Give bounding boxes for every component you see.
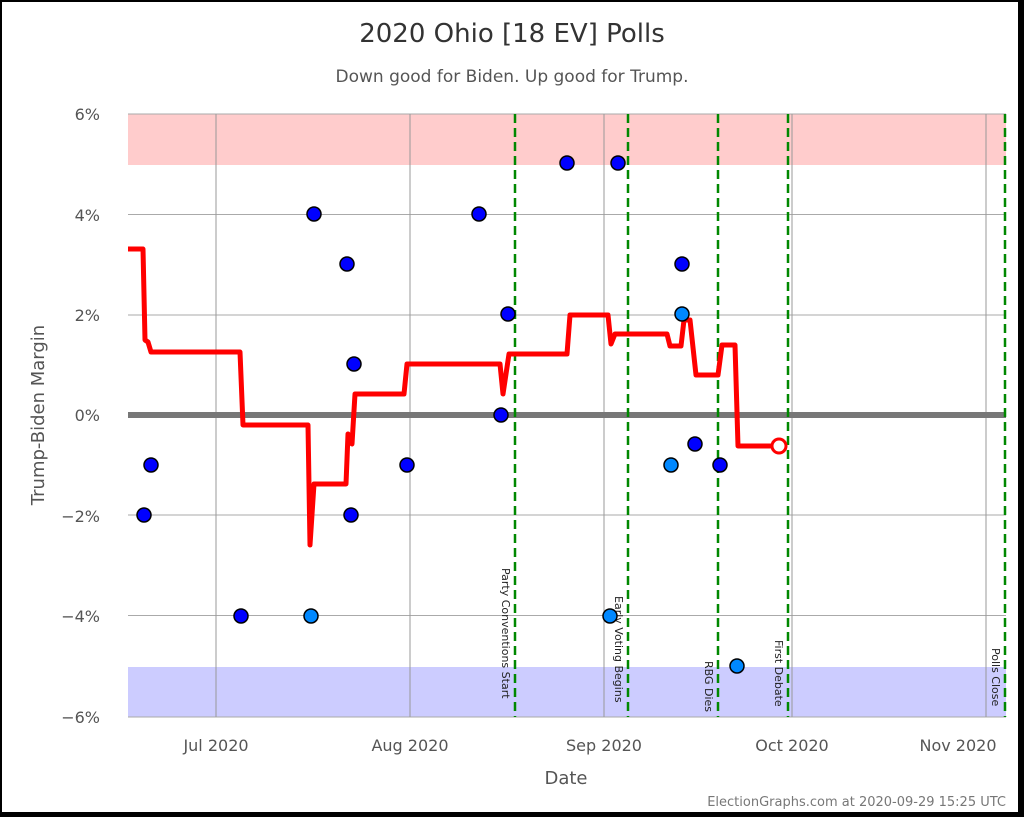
y-tick: −6% <box>61 708 100 727</box>
poll-point[interactable] <box>306 206 322 222</box>
poll-point[interactable] <box>712 457 728 473</box>
y-tick: 2% <box>75 306 100 325</box>
poll-point[interactable] <box>500 306 516 322</box>
plot-area: Party Conventions Start Early Voting Beg… <box>128 113 1007 718</box>
x-tick: Aug 2020 <box>371 736 448 755</box>
poll-point[interactable] <box>674 256 690 272</box>
x-tick: Nov 2020 <box>919 736 996 755</box>
poll-point[interactable] <box>339 256 355 272</box>
poll-point[interactable] <box>303 608 319 624</box>
y-axis: 6% 4% 2% 0% −2% −4% −6% Trump-Biden Marg… <box>28 105 100 727</box>
poll-point[interactable] <box>143 457 159 473</box>
poll-point[interactable] <box>729 658 745 674</box>
poll-points <box>136 155 745 674</box>
credit-text: ElectionGraphs.com at 2020-09-29 15:25 U… <box>707 795 1006 810</box>
h-gridlines <box>128 113 1006 718</box>
poll-point[interactable] <box>471 206 487 222</box>
x-tick: Jul 2020 <box>182 736 248 755</box>
poll-point[interactable] <box>136 507 152 523</box>
event-lines <box>513 114 1007 717</box>
poll-point[interactable] <box>663 457 679 473</box>
current-average-marker[interactable] <box>770 437 788 455</box>
chart-title: 2020 Ohio [18 EV] Polls <box>359 19 665 49</box>
y-axis-label: Trump-Biden Margin <box>28 325 49 506</box>
poll-point[interactable] <box>233 608 249 624</box>
event-label-polls-close: Polls Close <box>989 648 1002 707</box>
event-label-conventions: Party Conventions Start <box>499 568 512 699</box>
event-label-debate: First Debate <box>772 640 785 707</box>
average-line <box>128 246 779 548</box>
biden-band <box>128 667 1006 717</box>
poll-point[interactable] <box>346 356 362 372</box>
y-tick: −2% <box>61 507 100 526</box>
y-tick: 0% <box>75 406 100 425</box>
poll-point[interactable] <box>343 507 359 523</box>
poll-point[interactable] <box>602 608 618 624</box>
event-label-early-voting: Early Voting Begins <box>612 596 625 703</box>
x-axis-label: Date <box>544 768 587 789</box>
poll-point[interactable] <box>559 155 575 171</box>
y-tick: 6% <box>75 105 100 124</box>
x-tick: Sep 2020 <box>566 736 642 755</box>
event-label-rbg: RBG Dies <box>702 661 715 712</box>
poll-point[interactable] <box>610 155 626 171</box>
poll-point[interactable] <box>687 436 703 452</box>
poll-point[interactable] <box>493 407 509 423</box>
y-tick: −4% <box>61 607 100 626</box>
y-tick: 4% <box>75 206 100 225</box>
poll-point[interactable] <box>674 306 690 322</box>
chart-subtitle: Down good for Biden. Up good for Trump. <box>336 67 689 87</box>
x-axis: Jul 2020 Aug 2020 Sep 2020 Oct 2020 Nov … <box>182 736 996 789</box>
x-tick: Oct 2020 <box>755 736 828 755</box>
poll-point[interactable] <box>399 457 415 473</box>
